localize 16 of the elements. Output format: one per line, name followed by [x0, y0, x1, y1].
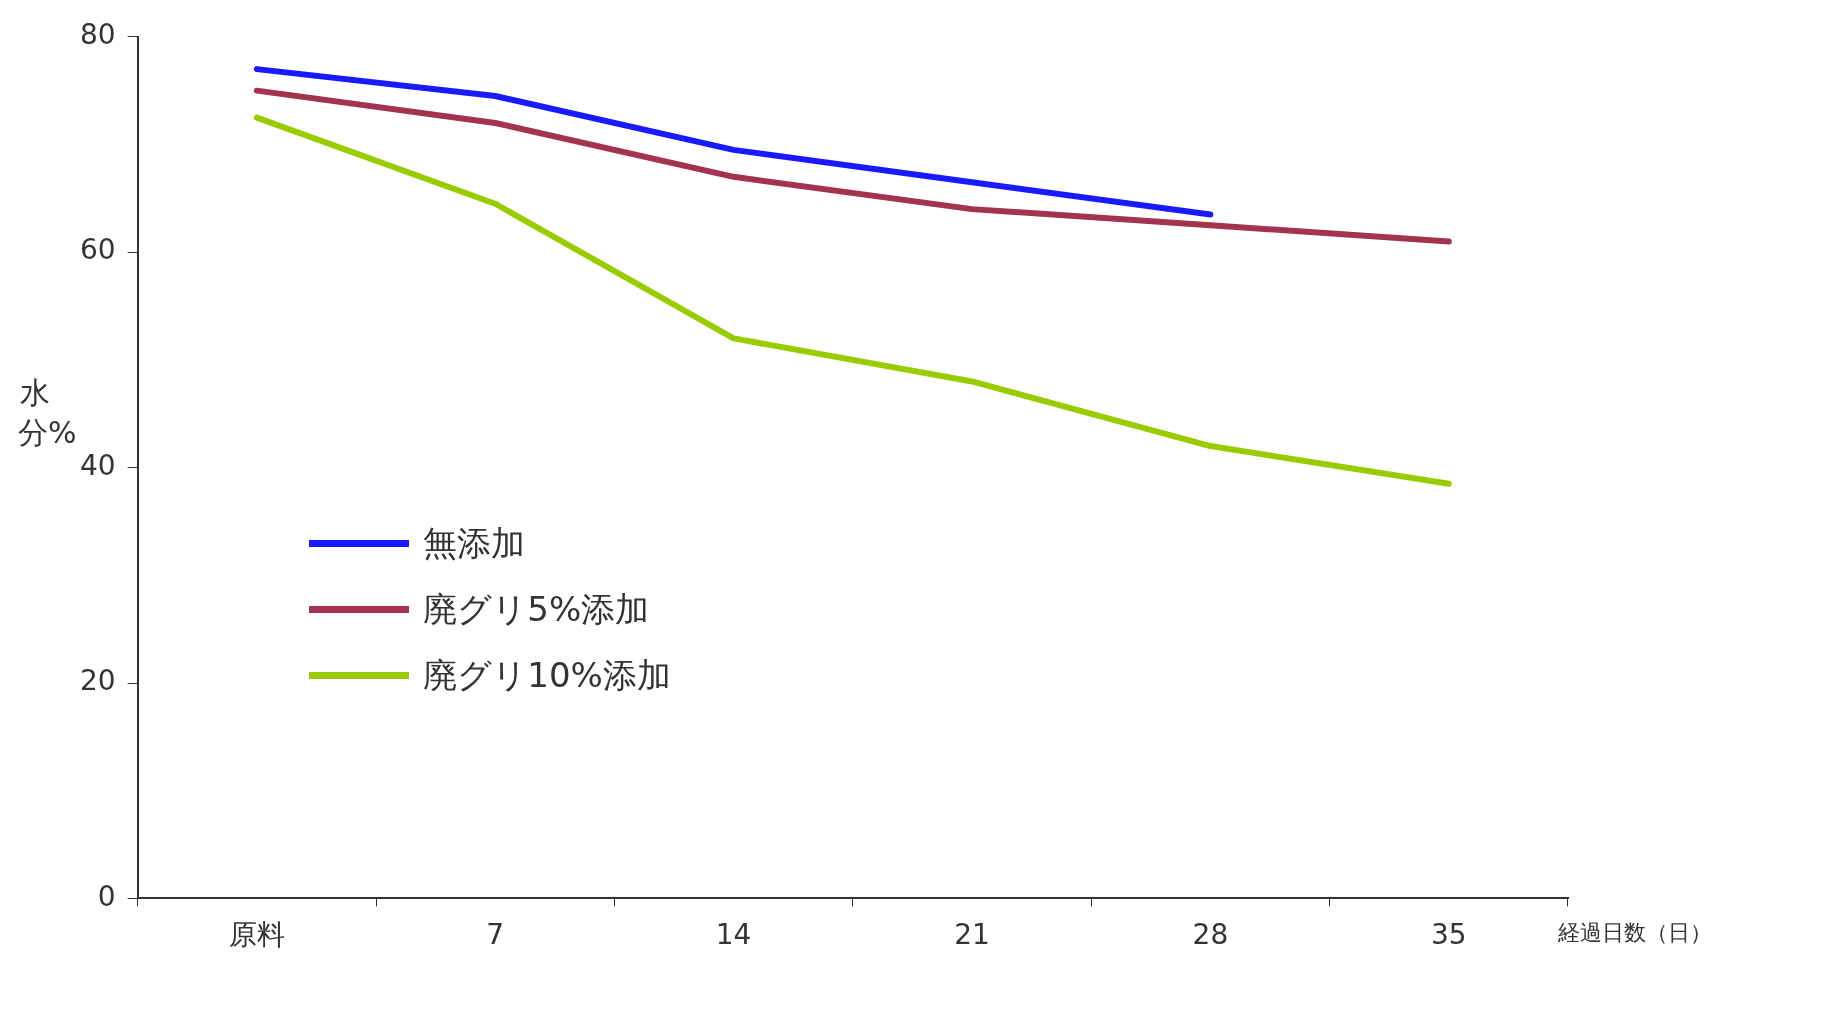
legend-label: 無添加 — [423, 521, 526, 565]
y-tick-label: 0 — [97, 879, 116, 913]
x-tick-label: 7 — [486, 918, 505, 952]
y-tick-label: 80 — [79, 18, 116, 52]
x-axis-title: 経過日数（日） — [1558, 919, 1712, 948]
x-tick-label: 21 — [954, 918, 990, 952]
y-tick-label: 60 — [79, 233, 116, 267]
legend-label: 廃グリ10%添加 — [423, 653, 671, 697]
y-axis-title: 水分% — [18, 373, 77, 452]
y-tick-label: 40 — [79, 448, 116, 482]
x-tick-label: 原料 — [228, 918, 285, 952]
x-tick-label: 35 — [1430, 918, 1467, 952]
x-tick-label: 28 — [1192, 918, 1229, 952]
x-tick-label: 14 — [715, 918, 752, 952]
legend-label: 廃グリ5%添加 — [423, 587, 650, 631]
y-tick-label: 20 — [79, 664, 116, 698]
